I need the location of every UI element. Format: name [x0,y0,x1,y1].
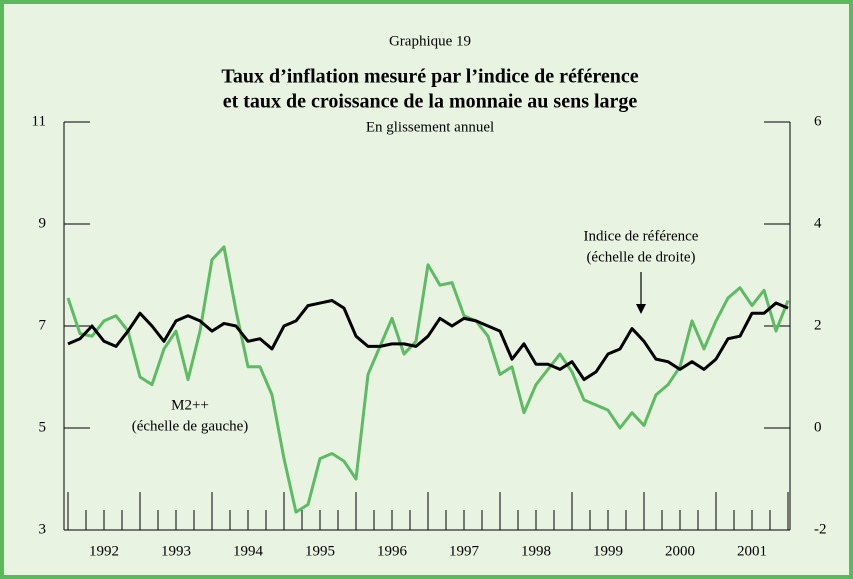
chart-label: Graphique 19 [389,33,471,49]
x-tick-label: 1998 [521,543,551,559]
x-tick-label: 1992 [89,543,119,559]
arrow-head [636,304,646,314]
x-tick-label: 2001 [737,543,767,559]
y-tick-label: 11 [32,113,46,129]
x-tick-label: 1999 [593,543,623,559]
annotation: Indice de référence [584,228,699,244]
y2-tick-label: 6 [814,113,822,129]
x-tick-label: 1993 [161,543,191,559]
chart-title: et taux de croissance de la monnaie au s… [223,91,638,113]
annotation: M2++ [171,397,209,413]
y-tick-label: 9 [39,215,47,231]
series-line [66,245,790,514]
chart-title: Taux d’inflation mesuré par l’indice de … [221,66,638,88]
chart-subtitle: En glissement annuel [366,119,494,135]
annotation: (échelle de gauche) [132,418,249,434]
y2-tick-label: 0 [814,419,822,435]
y2-tick-label: 4 [814,215,822,231]
series-line [67,299,789,382]
x-tick-label: 1997 [449,543,480,559]
annotation: (échelle de droite) [586,249,695,265]
y-tick-label: 3 [39,521,47,537]
y-tick-label: 7 [39,317,47,333]
x-tick-label: 1994 [233,543,264,559]
x-tick-label: 1995 [305,543,335,559]
x-tick-label: 1996 [377,543,408,559]
y2-tick-label: -2 [814,521,827,537]
y2-tick-label: 2 [814,317,822,333]
x-tick-label: 2000 [665,543,695,559]
y-tick-label: 5 [39,419,47,435]
